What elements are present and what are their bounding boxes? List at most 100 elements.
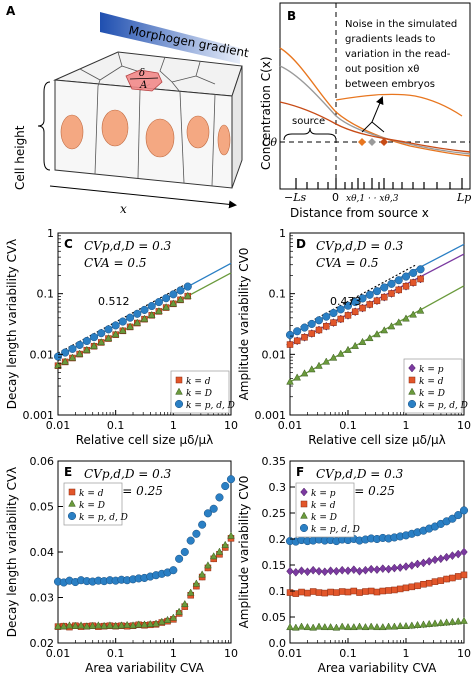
threshold-label: Cθ: [262, 136, 277, 149]
data-point-d: [337, 315, 345, 323]
gradient-curve-orange-dark: [279, 101, 471, 153]
data-point-d: [343, 301, 353, 310]
legend-label-f-0: k = p: [311, 489, 336, 499]
data-point-f: [326, 566, 335, 576]
legend-marker-d: [407, 399, 417, 409]
x-tick-label-e: 10: [224, 647, 238, 660]
data-point-d: [387, 279, 396, 288]
data-point-c: [162, 303, 170, 311]
data-point-f: [402, 584, 410, 592]
series-f-2: [286, 616, 468, 631]
data-point-f: [332, 623, 341, 631]
legend-marker-c: [174, 399, 184, 409]
data-point-d: [380, 326, 389, 334]
y-axis-label-e: Decay length variability CVλ: [5, 467, 19, 638]
legend-marker-e: [67, 511, 77, 521]
series-d-1: [286, 275, 424, 348]
data-point-f: [379, 587, 387, 595]
data-point-c: [133, 309, 142, 318]
data-point-d: [394, 276, 403, 285]
x-tick-label-f: 10: [457, 647, 471, 660]
panel-e: 0.01 0.1 1 10 0.02 0.03 0.04 0.05 0.06 E CVp,d,D =…: [5, 455, 238, 673]
data-point-f: [431, 619, 439, 627]
annotation-f-0: CVp,d,D = 0.3: [316, 467, 404, 481]
data-point-f: [309, 588, 317, 595]
data-point-f: [442, 552, 451, 562]
data-point-f: [367, 587, 375, 595]
data-point-d: [344, 312, 352, 319]
data-point-d: [344, 345, 352, 353]
data-point-f: [384, 622, 393, 630]
panel-a: A Morphogen gradient δ A: [6, 4, 250, 216]
plot-area-e: [53, 475, 236, 631]
data-point-e: [129, 621, 137, 629]
data-point-e: [226, 475, 236, 484]
data-point-d: [301, 334, 308, 341]
data-point-e: [198, 570, 206, 578]
panel-a-x-label: x: [120, 202, 127, 216]
data-point-f: [292, 623, 300, 631]
data-point-d: [409, 310, 418, 318]
data-point-c: [140, 314, 149, 322]
data-point-d: [402, 314, 410, 322]
data-point-e: [180, 547, 189, 557]
data-point-e: [221, 540, 230, 548]
data-point-c: [75, 349, 84, 357]
data-point-f: [321, 589, 329, 597]
legend-label-f-1: k = d: [311, 501, 336, 511]
y-tick-label-f: 0.0: [269, 637, 287, 650]
data-point-c: [61, 357, 69, 365]
data-point-d: [329, 353, 338, 361]
data-point-f: [408, 583, 416, 591]
data-point-d: [300, 369, 309, 377]
data-point-d: [380, 283, 389, 292]
y-tick-label-f: 0.1: [269, 585, 287, 598]
data-point-d: [329, 308, 338, 318]
data-point-c: [75, 340, 84, 349]
data-point-e: [59, 622, 68, 630]
data-point-f: [315, 622, 323, 630]
tissue-side-face: [231, 65, 243, 189]
series-d-3: [285, 265, 425, 339]
legend-marker-f: [299, 523, 309, 533]
legend-label-c-2: k = p, d, D: [186, 401, 235, 411]
plot-area-f: [285, 506, 469, 631]
data-point-f: [344, 622, 352, 631]
legend-label-c-0: k = d: [186, 377, 211, 387]
annotation-line-4: out position xθ: [345, 64, 419, 75]
series-e-1: [54, 531, 235, 630]
data-point-d: [351, 298, 360, 307]
panel-b-annotation: Noise in the simulated gradients leads t…: [345, 19, 457, 90]
legend-label-f-3: k = p, d, D: [311, 525, 360, 535]
x-tick-label-d: 0.01: [278, 419, 303, 432]
data-point-d: [388, 290, 395, 297]
data-point-f: [425, 619, 434, 627]
data-point-f: [350, 622, 358, 631]
data-point-c: [68, 353, 77, 361]
data-point-d: [351, 308, 359, 315]
legend-marker-f: [300, 487, 308, 497]
data-point-f: [396, 585, 404, 593]
data-point-c: [154, 298, 163, 307]
y-axis-label-c: Decay length variability CVλ: [5, 239, 19, 410]
data-point-f: [309, 565, 317, 575]
data-point-c: [183, 291, 192, 299]
tick-label-lp: Lp: [456, 191, 471, 204]
y-tick-label-e: 0.02: [30, 637, 55, 650]
data-point-e: [77, 621, 85, 629]
data-point-f: [420, 580, 427, 588]
series-f-3: [285, 506, 469, 546]
data-point-c: [169, 299, 178, 307]
data-point-e: [157, 617, 166, 625]
data-point-d: [336, 305, 345, 314]
legend-label-e-1: k = D: [79, 501, 105, 511]
morphogen-gradient-wedge: [100, 12, 240, 64]
data-point-e: [54, 622, 62, 630]
data-point-f: [460, 547, 468, 557]
x-axis-label-d: Relative cell size μδ/μλ: [308, 433, 446, 447]
data-point-f: [367, 622, 376, 630]
x-tick-label-e: 1: [170, 647, 177, 660]
data-point-d: [351, 341, 360, 349]
